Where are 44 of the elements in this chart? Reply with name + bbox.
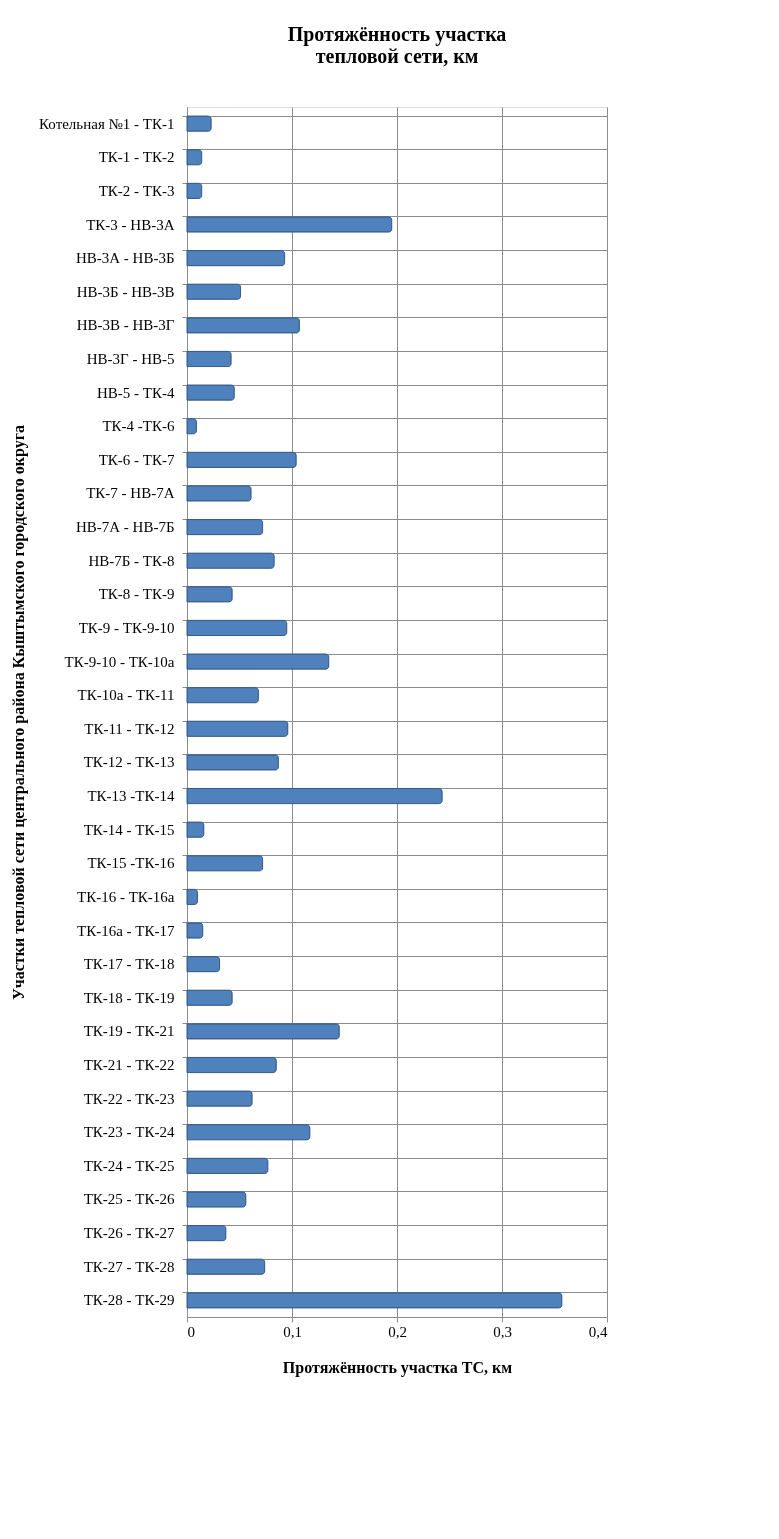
y-tick-label: ТК-19 - ТК-21 [83,1023,175,1040]
y-tick-label: ТК-3 - НВ-3А [86,216,175,233]
y-tick-label: ТК-13 -ТК-14 [87,788,175,805]
y-tick-label: ТК-16а - ТК-17 [77,922,175,939]
y-tick-label: Котельная №1 - ТК-1 [39,115,175,132]
y-tick-label: ТК-28 - ТК-29 [83,1292,175,1309]
y-tick-label: ТК-9 - ТК-9-10 [78,619,175,636]
x-tick-label: 0,3 [493,1323,512,1340]
y-tick-label: ТК-24 - ТК-25 [83,1157,175,1174]
y-tick-label: ТК-1 - ТК-2 [98,149,175,166]
y-tick-label: НВ-7А - НВ-7Б [75,519,175,536]
x-tick-label: 0,1 [283,1323,302,1340]
y-tick-label: ТК-11 - ТК-12 [84,720,175,737]
y-tick-label: ТК-25 - ТК-26 [83,1191,175,1208]
y-tick-label: НВ-3Б - НВ-3В [76,283,175,300]
x-tick-label: 0 [187,1323,195,1340]
y-tick-label: ТК-7 - НВ-7А [86,485,175,502]
y-tick-label: ТК-22 - ТК-23 [83,1090,175,1107]
y-tick-label: ТК-10а - ТК-11 [77,687,175,704]
y-tick-label: НВ-5 - ТК-4 [97,384,175,401]
y-tick-label: ТК-23 - ТК-24 [83,1124,175,1141]
y-tick-label: ТК-16 - ТК-16а [77,888,175,905]
y-tick-label: НВ-3Г - НВ-5 [86,350,175,367]
x-tick-label: 0,4 [588,1323,608,1340]
x-axis-title: Протяжённость участка ТС, км [282,1358,513,1377]
y-tick-label: ТК-4 -ТК-6 [102,418,175,435]
y-tick-label: ТК-14 - ТК-15 [83,821,175,838]
y-tick-label: ТК-9-10 - ТК-10а [64,653,175,670]
y-tick-label: НВ-3В - НВ-3Г [76,317,175,334]
y-tick-label: ТК-2 - ТК-3 [98,182,175,199]
y-tick-label: ТК-21 - ТК-22 [83,1057,175,1074]
y-tick-label: НВ-7Б - ТК-8 [88,552,175,569]
y-tick-label: НВ-3А - НВ-3Б [75,250,175,267]
y-tick-label: ТК-26 - ТК-27 [83,1225,175,1242]
y-axis-title: Участки тепловой сети центрального района Кыштымского городского округа [10,424,29,1001]
y-tick-label: ТК-27 - ТК-28 [83,1258,175,1275]
y-tick-label: ТК-8 - ТК-9 [98,586,175,603]
y-tick-label: ТК-17 - ТК-18 [83,956,175,973]
y-tick-label: ТК-6 - ТК-7 [98,451,175,468]
y-tick-label: ТК-12 - ТК-13 [83,754,175,771]
chart-title: Протяжённость участка тепловой сети, км [287,23,507,67]
y-tick-label: ТК-15 -ТК-16 [87,855,175,872]
y-tick-label: ТК-18 - ТК-19 [83,989,175,1006]
x-tick-label: 0,2 [388,1323,407,1340]
